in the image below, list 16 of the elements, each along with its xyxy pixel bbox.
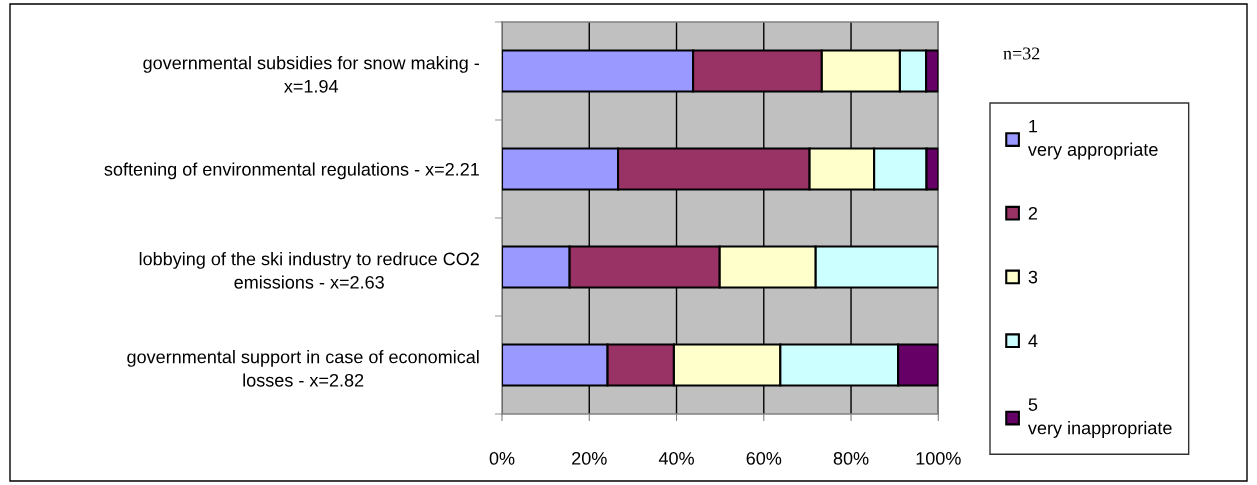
x-tick-label: 40% [658, 451, 694, 465]
legend-label: 1 very appropriate [1027, 119, 1158, 160]
x-tick-label: 80% [833, 451, 869, 465]
legend-label: 3 [1028, 270, 1038, 284]
text: n=32 [1003, 47, 1040, 60]
x-tick-label: 60% [746, 451, 782, 465]
x-tick-label: 100% [916, 451, 961, 465]
x-tick-label: 0% [489, 451, 515, 465]
y-tick-label: lobbying of the ski industry to redruce CO2 emissions - x=2.63 [139, 252, 479, 289]
y-tick-label: governmental support in case of economical losses - x=2.82 [127, 350, 479, 387]
y-tick-label: governmental subsidies for snow making - x=1.94 [143, 56, 479, 93]
x-tick-label: 20% [572, 451, 607, 465]
legend-label: 5 very inappropriate [1027, 398, 1172, 438]
y-tick-label: softening of environmental regulations - x=2.21 [104, 162, 479, 180]
legend-label: 2 [1028, 206, 1038, 220]
legend-label: 4 [1028, 334, 1038, 348]
